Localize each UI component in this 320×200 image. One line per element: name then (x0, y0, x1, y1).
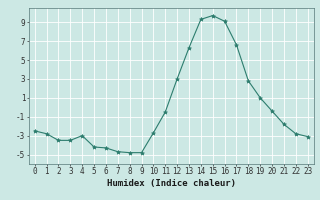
X-axis label: Humidex (Indice chaleur): Humidex (Indice chaleur) (107, 179, 236, 188)
